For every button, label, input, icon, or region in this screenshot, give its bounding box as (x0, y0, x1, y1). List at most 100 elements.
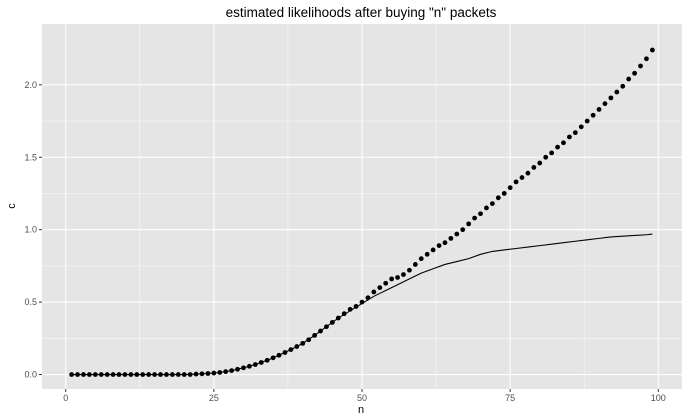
data-point (620, 83, 626, 89)
data-point (478, 211, 483, 217)
data-point (389, 276, 395, 282)
x-tick-label: 25 (209, 393, 219, 403)
data-point (359, 299, 365, 305)
data-point (312, 333, 317, 338)
data-point (614, 89, 620, 95)
data-point (572, 130, 578, 136)
data-point (626, 76, 632, 82)
data-point (175, 372, 181, 377)
data-point (430, 247, 436, 253)
data-point (531, 164, 537, 170)
data-point (217, 370, 223, 375)
data-point (98, 372, 104, 377)
data-point (187, 372, 193, 377)
data-point (306, 337, 312, 343)
data-point (318, 328, 323, 334)
data-point (252, 362, 258, 367)
data-point (146, 372, 152, 377)
data-point (341, 311, 347, 317)
data-point (264, 357, 270, 363)
data-point (223, 369, 229, 375)
y-tick-label: 1.0 (24, 225, 37, 235)
scatter-series (69, 47, 655, 377)
data-point (407, 267, 412, 273)
data-point (567, 134, 572, 140)
data-point (122, 372, 128, 377)
data-point (229, 368, 235, 374)
data-point (335, 315, 341, 321)
data-point (365, 295, 371, 301)
data-point (519, 175, 525, 180)
data-point (507, 185, 513, 191)
x-tick-label: 75 (505, 393, 515, 403)
data-point (270, 355, 276, 361)
data-point (442, 240, 448, 246)
data-point (489, 201, 495, 207)
data-point (152, 372, 157, 377)
x-tick-label: 50 (357, 393, 367, 403)
data-point (169, 372, 175, 377)
data-point (158, 372, 163, 377)
data-point (596, 107, 602, 112)
y-tick-label: 1.5 (24, 152, 37, 162)
data-point (235, 366, 240, 372)
data-point (448, 235, 454, 241)
data-point (347, 306, 353, 312)
y-tick-label: 0.5 (24, 297, 37, 307)
data-point (211, 370, 217, 376)
data-point (294, 344, 300, 349)
data-point (276, 352, 282, 358)
data-point (495, 195, 501, 201)
data-point (377, 285, 383, 291)
data-point (324, 324, 329, 330)
data-point (555, 144, 560, 150)
y-tick-label: 0.0 (24, 370, 37, 380)
data-point (181, 372, 187, 377)
x-axis-label: n (358, 404, 364, 416)
data-point (110, 372, 116, 377)
data-point (247, 363, 252, 369)
data-point (282, 350, 288, 355)
y-tick-label: 2.0 (24, 80, 37, 90)
data-point (472, 215, 477, 221)
data-point (134, 372, 140, 377)
data-point (258, 360, 264, 365)
chart-title: estimated likelihoods after buying "n" p… (226, 5, 497, 20)
data-point (501, 191, 507, 196)
data-point (632, 70, 637, 76)
data-point (649, 47, 655, 53)
data-point (549, 150, 555, 156)
data-point (460, 227, 466, 233)
data-point (75, 372, 80, 377)
data-point (164, 372, 169, 377)
data-point (412, 262, 418, 267)
data-point (590, 112, 596, 118)
data-point (288, 347, 294, 352)
data-point (608, 95, 614, 101)
data-point (300, 340, 306, 346)
data-point (128, 372, 134, 377)
data-point (578, 124, 584, 130)
data-point (401, 272, 406, 277)
x-tick-label: 100 (651, 393, 666, 403)
data-point (81, 372, 86, 377)
data-point (193, 371, 199, 377)
data-point (383, 280, 389, 286)
data-point (466, 221, 472, 227)
data-point (199, 371, 205, 377)
data-point (418, 256, 424, 262)
data-point (241, 365, 246, 371)
data-point (104, 372, 110, 377)
data-point (329, 319, 335, 325)
data-point (87, 372, 92, 377)
data-point (395, 275, 400, 280)
data-point (454, 231, 460, 237)
data-point (644, 56, 649, 62)
y-axis: 0.0 0.5 1.0 1.5 2.0 (24, 80, 42, 380)
data-point (353, 304, 359, 309)
data-point (638, 63, 643, 69)
data-point (92, 372, 98, 377)
data-point (69, 372, 75, 377)
x-axis: 0 25 50 75 100 (63, 389, 666, 403)
